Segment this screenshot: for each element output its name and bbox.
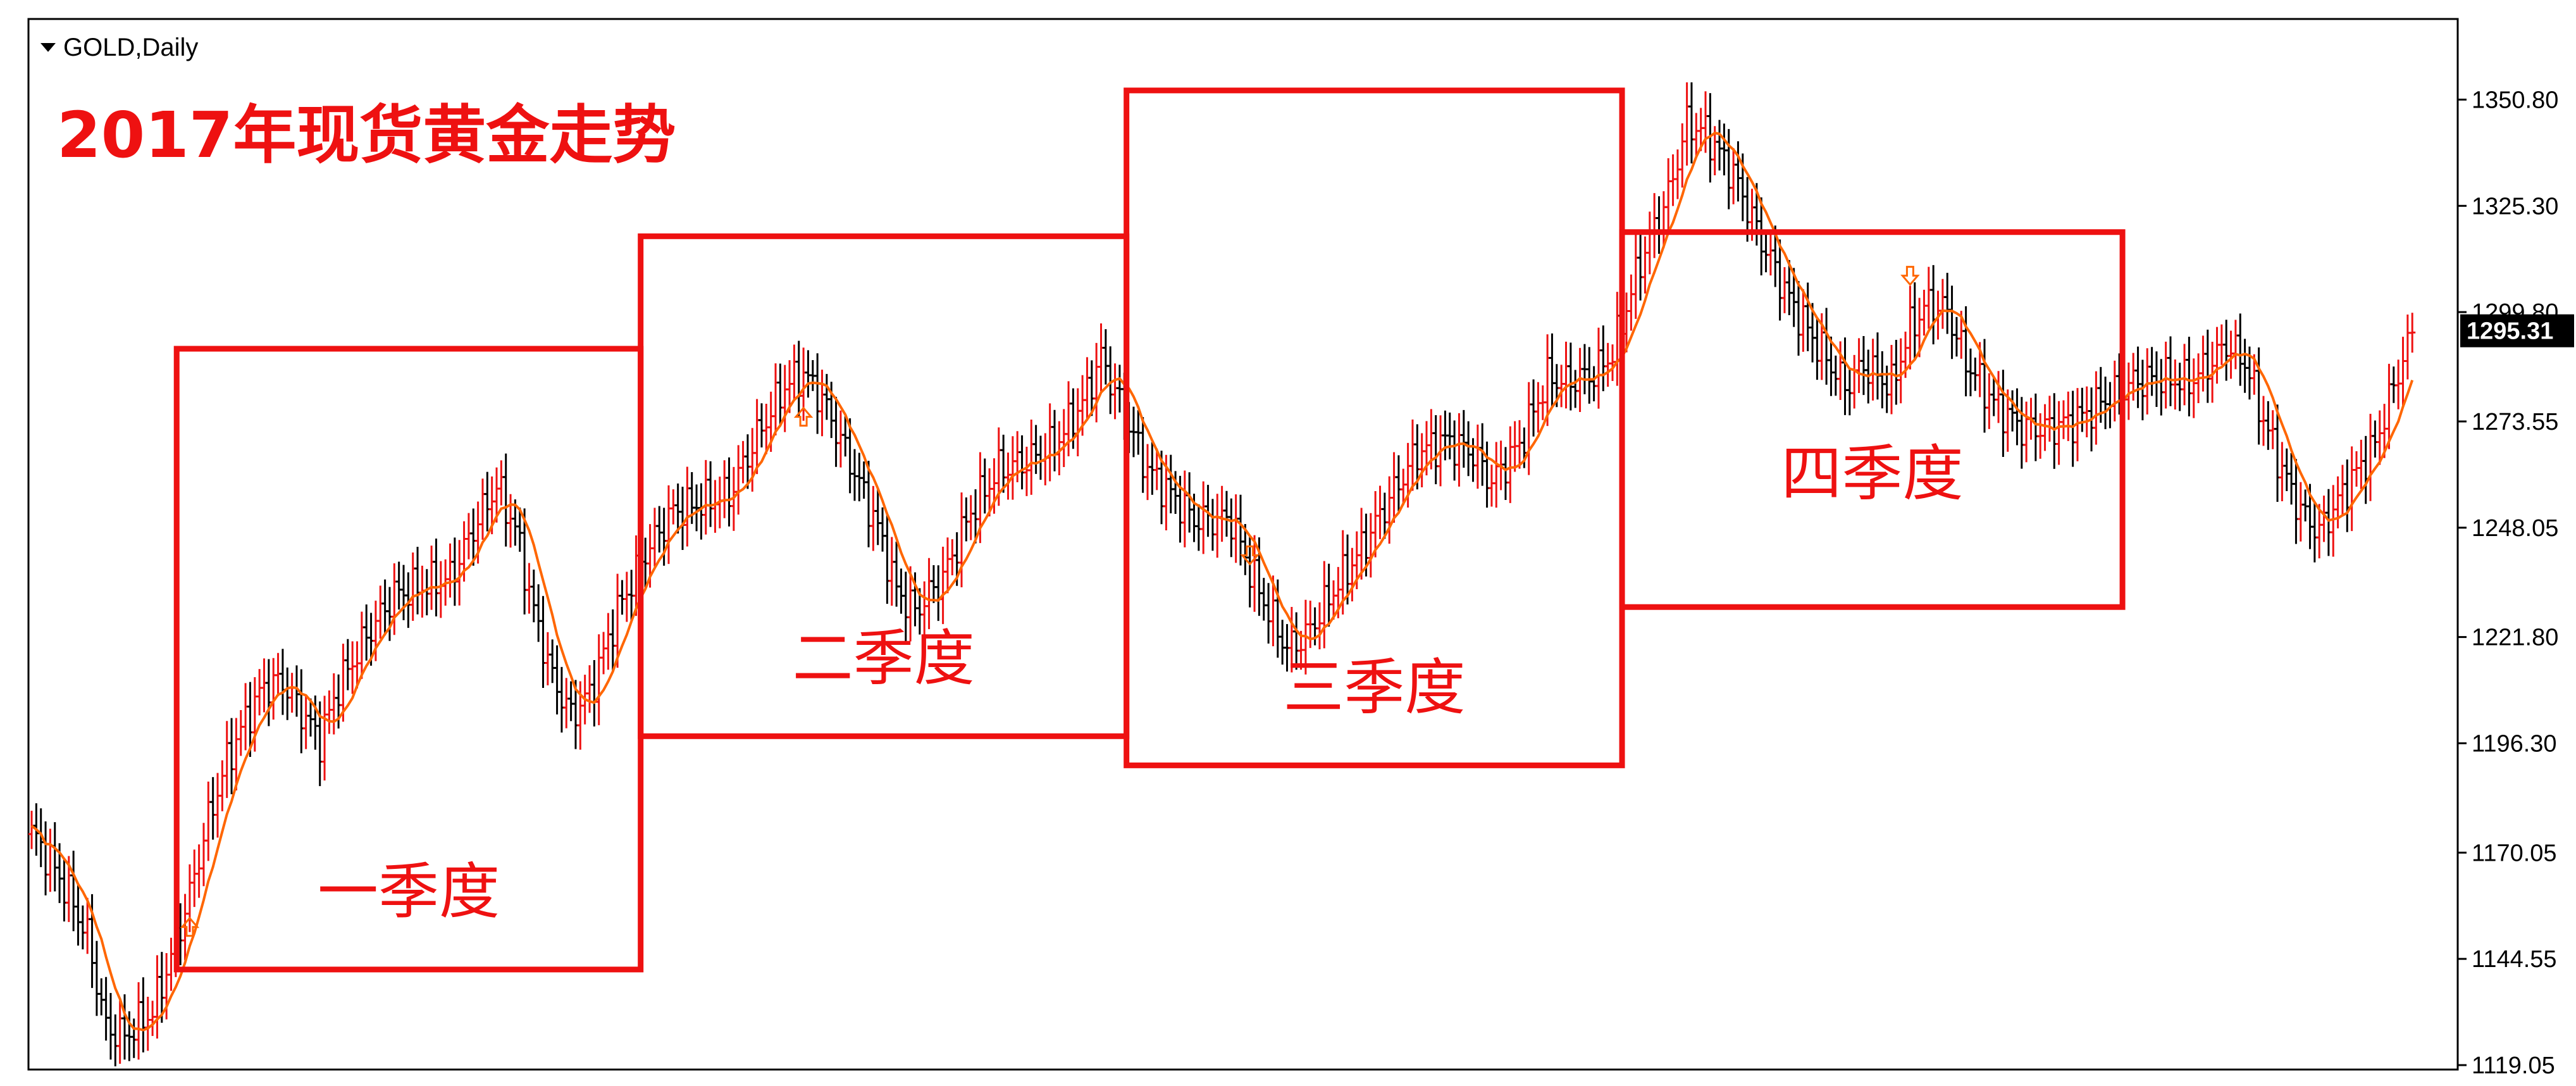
y-tick-label: 1325.30 — [2472, 193, 2558, 220]
y-tick-label: 1221.80 — [2472, 625, 2558, 651]
y-tick-label: 1144.55 — [2472, 946, 2557, 973]
quarter-label-q3: 三季度 — [1283, 652, 1465, 723]
symbol-label: GOLD,Daily — [63, 34, 198, 61]
plot-frame — [27, 18, 2459, 1071]
quarter-boxes: 一季度 二季度 三季度 四季度 — [173, 87, 2126, 973]
signal-arrows — [180, 266, 1920, 937]
symbol-header[interactable]: GOLD,Daily — [40, 34, 198, 61]
y-tick-label: 1248.05 — [2472, 515, 2558, 542]
down-arrow-icon — [1900, 266, 1920, 286]
y-tick-label: 1119.05 — [2472, 1052, 2555, 1079]
moving-average-line — [30, 131, 2414, 1032]
current-price-label: 1295.31 — [2467, 318, 2553, 345]
price-bar — [2409, 313, 2416, 353]
price-axis: 1350.801325.301299.801273.551248.051221.… — [2458, 87, 2574, 1079]
up-arrow-icon — [180, 916, 200, 937]
dropdown-triangle-icon[interactable] — [40, 43, 56, 52]
y-tick-label: 1170.05 — [2472, 840, 2557, 866]
quarter-label-q4: 四季度 — [1781, 438, 1964, 509]
current-price-marker — [2460, 314, 2574, 347]
quarter-label-q2: 二季度 — [793, 623, 975, 694]
quarter-box-q4 — [1619, 229, 2126, 610]
quarter-label-q1: 一季度 — [318, 856, 500, 927]
up-arrow-icon — [793, 406, 814, 427]
y-tick-label: 1350.80 — [2472, 87, 2558, 113]
down-arrow-icon — [1240, 545, 1260, 566]
y-tick-label: 1273.55 — [2472, 409, 2558, 435]
y-tick-label: 1196.30 — [2472, 730, 2557, 757]
chart-title: 2017年现货黄金走势 — [57, 98, 676, 172]
